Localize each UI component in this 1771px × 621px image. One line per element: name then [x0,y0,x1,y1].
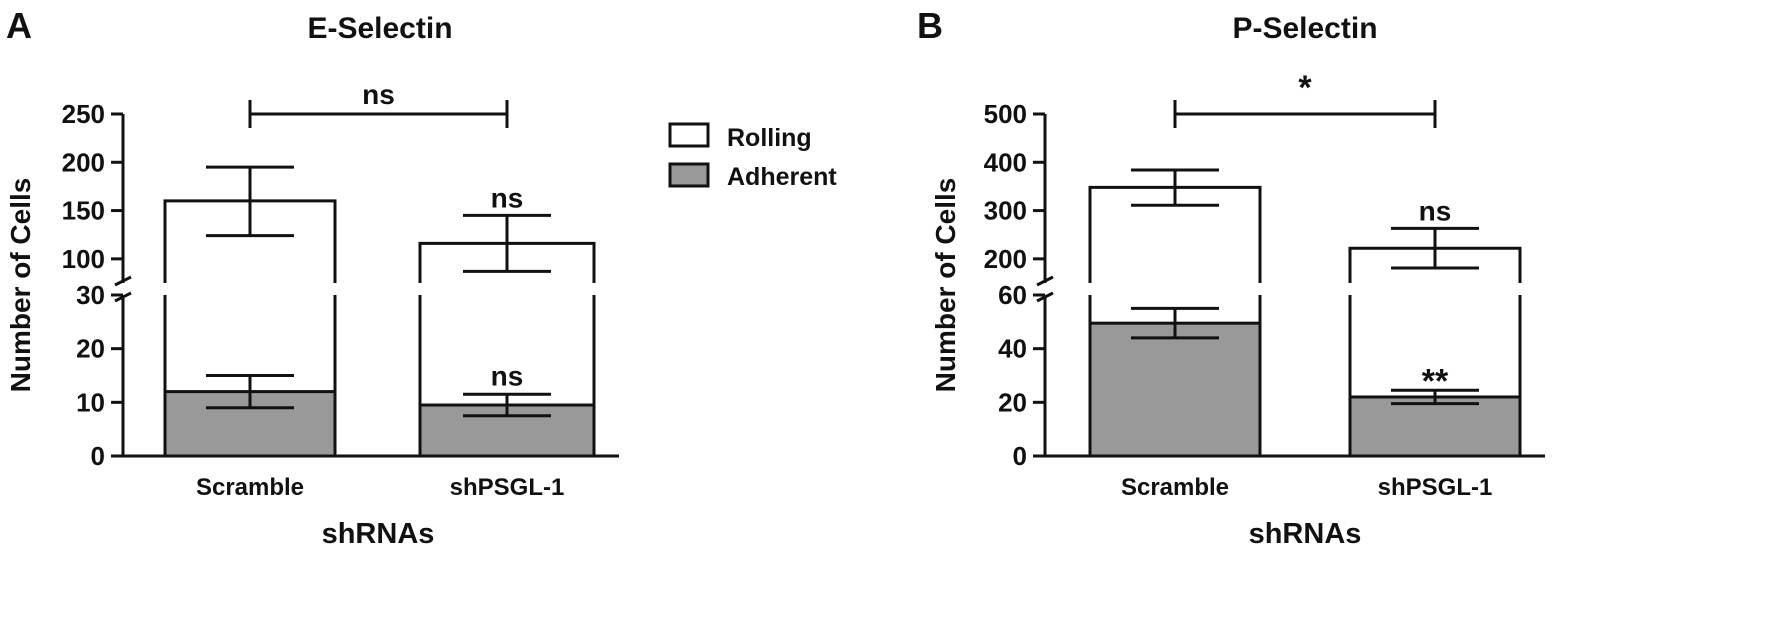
y-tick-label-lower-0: 0 [91,441,105,471]
axis-break-lower [114,291,132,303]
significance-adherent-shpsgl-1: ns [491,360,524,391]
x-axis-label: shRNAs [1249,518,1362,550]
x-tick-label-shpsgl-1: shPSGL-1 [450,474,565,501]
chart-panel-p-selectin: P-Selectin 0 20 40 60 200 300 400 500 Number of C… [930,12,1545,550]
y-axis-label: Number of Cells [930,178,961,393]
bar-adherent-shpsgl-1 [1348,395,1522,458]
axis-break-lower [1036,291,1054,303]
chart-title: P-Selectin [1232,12,1377,45]
y-tick-label-upper-1: 150 [62,196,105,226]
y-tick-label-upper-2: 200 [62,147,105,177]
y-tick-label-upper-0: 200 [984,244,1027,274]
axis-break-upper [114,275,132,287]
y-tick-label-lower-1: 20 [998,387,1027,417]
y-tick-label-upper-2: 400 [984,147,1027,177]
y-tick-label-lower-1: 10 [76,387,105,417]
y-tick-label-lower-2: 20 [76,334,105,364]
y-tick-label-lower-0: 0 [1013,441,1027,471]
y-axis-label: Number of Cells [5,178,36,393]
y-tick-label-upper-3: 250 [62,99,105,129]
legend-swatch-rolling [668,122,710,148]
x-axis-label: shRNAs [322,518,435,550]
y-tick-label-upper-1: 300 [984,196,1027,226]
x-tick-label-scramble: Scramble [196,474,304,501]
comparison-bracket-label: * [1298,69,1312,107]
chart-title: E-Selectin [307,12,452,45]
y-tick-label-lower-2: 40 [998,334,1027,364]
panel-label-a: A [6,5,32,46]
axis-break-upper [1036,275,1054,287]
y-tick-label-lower-3: 60 [998,280,1027,310]
significance-adherent-shpsgl-1: ** [1422,362,1449,400]
significance-rolling-shpsgl-1: ns [1419,195,1452,226]
chart-panel-e-selectin: E-Selectin 0 10 20 30 100 150 200 250 Number of C… [5,12,619,550]
y-tick-label-lower-3: 30 [76,280,105,310]
panel-label-b: B [917,5,943,46]
comparison-bracket-label: ns [362,79,395,110]
bar-adherent-scramble [1088,321,1262,458]
legend-label-adherent: Adherent [727,163,837,191]
x-tick-label-scramble: Scramble [1121,474,1229,501]
legend-swatch-adherent [668,162,710,188]
legend: Rolling Adherent [668,122,837,191]
significance-rolling-shpsgl-1: ns [491,182,524,213]
x-tick-label-shpsgl-1: shPSGL-1 [1378,474,1493,501]
y-tick-label-upper-0: 100 [62,244,105,274]
y-tick-label-upper-3: 500 [984,99,1027,129]
legend-label-rolling: Rolling [727,124,812,152]
